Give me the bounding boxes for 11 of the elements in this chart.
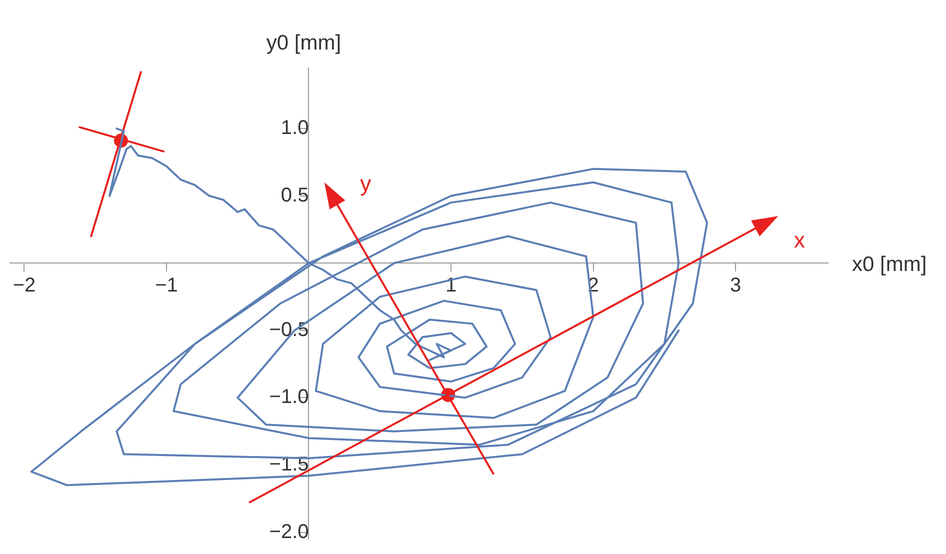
- y-tick-label: 1.0: [280, 117, 309, 140]
- x-tick-label: −1: [155, 274, 178, 297]
- x-axis-title: x0 [mm]: [852, 252, 927, 276]
- x-tick-label: 3: [730, 274, 742, 297]
- x-tick-label: −2: [12, 274, 36, 297]
- y-tick-label: −2.0: [269, 520, 309, 543]
- y-tick-label: −1.0: [269, 386, 309, 408]
- y-axis-title: y0 [mm]: [266, 31, 342, 54]
- annotation: x: [794, 228, 806, 253]
- annotation: y: [360, 171, 372, 196]
- y-tick-label: 0.5: [280, 184, 309, 206]
